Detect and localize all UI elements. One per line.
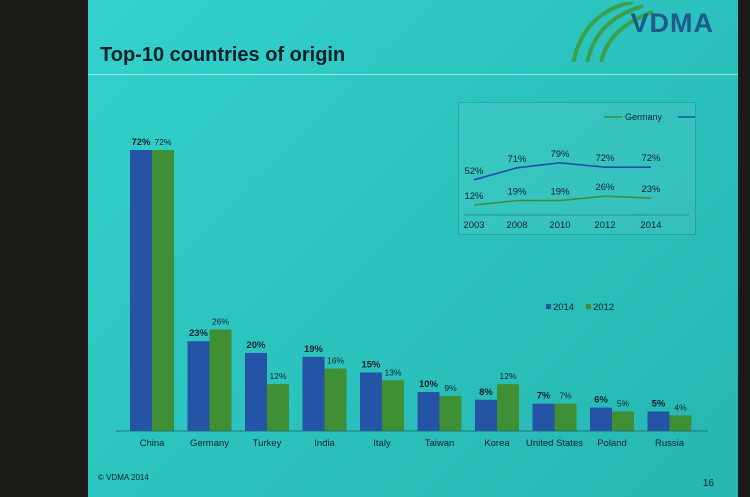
bar-2014-united-states — [532, 403, 555, 431]
legend-swatch-2012 — [586, 304, 591, 309]
data-label-2014: 23% — [189, 328, 209, 339]
bar-2014-russia — [647, 411, 670, 431]
point-label-germany: 23% — [641, 184, 661, 195]
bar-2012-russia — [669, 415, 692, 431]
legend-label-germany: Germany — [625, 112, 663, 122]
bar-2012-korea — [497, 384, 519, 431]
data-label-2014: 6% — [594, 395, 608, 406]
data-label-2012: 12% — [269, 371, 286, 381]
category-label: India — [314, 438, 335, 449]
line-chart-inset: GermanyChina12%19%19%26%23%52%71%79%72%7… — [458, 102, 696, 235]
bar-2014-italy — [360, 372, 382, 431]
point-label-china: 72% — [595, 153, 615, 164]
bar-2012-taiwan — [439, 395, 462, 431]
legend-label-2012: 2012 — [593, 302, 614, 313]
bar-2014-india — [302, 356, 325, 431]
data-label-2012: 16% — [327, 356, 344, 366]
inset-tick-label: 2014 — [640, 220, 661, 231]
data-label-2012: 26% — [212, 317, 229, 327]
point-label-germany: 19% — [507, 187, 527, 198]
copyright-footer: © VDMA 2014 — [98, 473, 149, 482]
data-label-2012: 9% — [444, 383, 457, 393]
category-label: Korea — [484, 438, 510, 449]
point-label-china: 52% — [464, 166, 484, 177]
bar-2014-korea — [475, 399, 497, 431]
data-label-2012: 7% — [559, 391, 572, 401]
data-label-2012: 4% — [674, 402, 687, 412]
bar-2012-turkey — [267, 384, 289, 431]
logo-text: VDMA — [630, 8, 714, 38]
category-label: Turkey — [253, 438, 282, 449]
category-label: Taiwan — [425, 438, 455, 449]
bar-2014-taiwan — [417, 391, 440, 431]
category-label: Italy — [373, 438, 391, 449]
line-germany — [473, 195, 652, 206]
data-label-2014: 19% — [304, 344, 324, 355]
inset-tick-label: 2010 — [549, 220, 570, 231]
point-label-china: 71% — [507, 154, 527, 165]
category-label: China — [140, 438, 166, 449]
inset-tick-label: 2008 — [506, 220, 527, 231]
data-label-2014: 5% — [652, 398, 666, 409]
bar-2012-italy — [382, 380, 404, 431]
data-label-2014: 7% — [537, 391, 551, 402]
bar-2012-united-states — [554, 403, 577, 431]
title-divider — [88, 74, 738, 75]
data-label-2012: 5% — [617, 398, 630, 408]
bar-2014-china — [130, 150, 152, 431]
bar-chart: 72% 72%China23%26%Germany20%12%Turkey19%1… — [116, 137, 708, 449]
bar-2014-poland — [590, 407, 612, 431]
data-label-2014: 8% — [479, 387, 493, 398]
data-label-2012: 13% — [384, 367, 401, 377]
bar-2012-china — [152, 150, 174, 431]
category-label: Poland — [597, 438, 627, 449]
category-label: Germany — [190, 438, 229, 449]
line-china — [473, 161, 651, 181]
legend-swatch-2014 — [546, 304, 551, 309]
inset-tick-label: 2003 — [463, 220, 484, 231]
point-label-china: 79% — [550, 149, 570, 160]
point-label-germany: 26% — [595, 182, 615, 193]
legend-label-2014: 2014 — [553, 302, 574, 313]
point-label-germany: 19% — [550, 187, 570, 198]
data-label-2014: 20% — [246, 340, 266, 351]
data-label-2012: 12% — [499, 371, 516, 381]
category-label: United States — [526, 438, 583, 449]
point-label-germany: 12% — [464, 191, 484, 202]
bar-2012-india — [324, 368, 347, 431]
slide: VDMA Top-10 countries of origin 72% 72% Ch… — [88, 0, 738, 497]
vdma-logo: VDMA — [563, 0, 728, 65]
data-label-2014: 72% — [131, 137, 151, 148]
data-label-2014: 15% — [361, 359, 381, 370]
data-label-2014: 10% — [419, 379, 439, 390]
page-number: 16 — [702, 478, 714, 489]
category-label: Russia — [655, 438, 685, 449]
bar-2014-turkey — [245, 352, 267, 431]
inset-tick-label: 2012 — [594, 220, 615, 231]
point-label-china: 72% — [641, 153, 661, 164]
slide-title: Top-10 countries of origin — [100, 44, 346, 66]
bar-2012-germany — [209, 329, 232, 431]
bar-2012-poland — [612, 411, 634, 431]
data-label-2012: 72% — [154, 137, 171, 147]
logo-arcs-icon — [571, 0, 654, 65]
bar-2014-germany — [187, 341, 210, 431]
